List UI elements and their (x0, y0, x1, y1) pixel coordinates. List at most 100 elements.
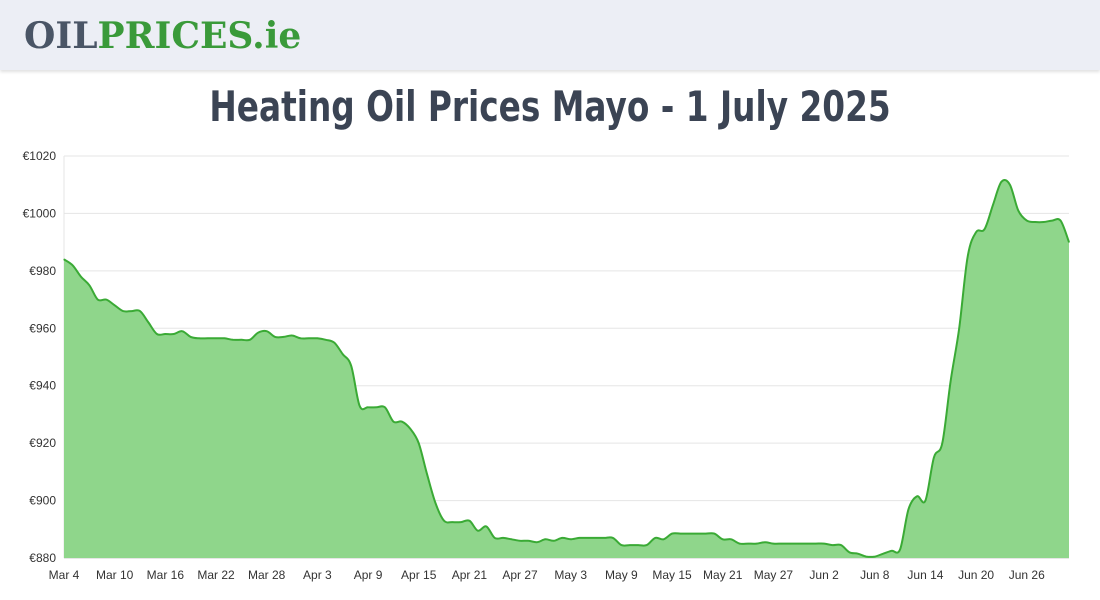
price-data-point (840, 544, 842, 546)
price-data-point (223, 337, 226, 339)
price-data-point (1000, 181, 1003, 183)
y-tick-label: €920 (29, 436, 56, 450)
price-data-point (654, 537, 656, 539)
price-data-point (527, 540, 530, 542)
price-data-point (907, 508, 910, 510)
price-data-point (451, 521, 454, 523)
price-data-point (299, 337, 302, 339)
price-data-point (1068, 241, 1070, 243)
price-data-point (206, 337, 209, 339)
price-data-point (434, 502, 437, 505)
price-data-point (967, 255, 969, 258)
price-data-point (755, 543, 758, 545)
price-data-point (1043, 221, 1045, 223)
price-data-point (1017, 209, 1019, 212)
price-data-point (831, 544, 834, 546)
price-data-point (646, 544, 648, 546)
x-tick-label: May 9 (605, 568, 638, 582)
price-data-point (333, 342, 335, 344)
price-data-point (561, 537, 563, 539)
price-data-point (485, 525, 487, 528)
y-axis: €880 €900 €920 €940 €960 €980 €1000 €1020 (23, 149, 57, 565)
x-tick-label: Jun 8 (860, 568, 890, 582)
x-tick-label: May 21 (703, 568, 743, 582)
price-data-point (1059, 220, 1062, 222)
price-data-point (612, 537, 614, 539)
price-data-point (696, 532, 699, 535)
price-data-point (257, 331, 259, 334)
price-data-point (468, 520, 470, 522)
price-data-point (71, 264, 74, 266)
price-data-point (274, 336, 276, 338)
price-data-point (1026, 220, 1028, 222)
price-data-point (426, 474, 428, 476)
price-data-point (502, 537, 504, 539)
price-data-point (882, 553, 884, 555)
y-tick-label: €900 (29, 494, 56, 508)
price-data-point (663, 538, 665, 540)
price-data-point (384, 406, 386, 408)
price-data-point (181, 330, 183, 332)
price-data-point (713, 532, 715, 535)
page-title: Heating Oil Prices Mayo - 1 July 2025 (209, 82, 891, 131)
price-data-point (282, 336, 285, 338)
price-data-point (815, 543, 817, 545)
price-data-point (418, 442, 420, 444)
price-area-chart: €880 €900 €920 €940 €960 €980 €1000 €1020 Mar 4… (23, 149, 1070, 582)
price-data-point (806, 543, 808, 545)
price-data-point (587, 537, 589, 539)
x-axis: Mar 4 Mar 10 Mar 16 Mar 22 Mar 28 Apr 3 Apr 9 A… (49, 568, 1045, 582)
price-data-point (679, 532, 682, 535)
price-data-point (190, 336, 192, 338)
logo-text-prices: PRICES (97, 15, 253, 57)
price-data-point (173, 333, 175, 335)
price-data-point (688, 532, 690, 535)
price-data-point (578, 537, 580, 539)
price-data-point (1009, 184, 1011, 186)
price-data-point (772, 543, 775, 545)
price-data-point (941, 442, 943, 444)
site-logo[interactable]: OILPRICES.ie (24, 12, 301, 60)
price-data-point (620, 544, 622, 546)
price-data-point (249, 339, 251, 341)
y-tick-label: €880 (29, 551, 56, 565)
x-tick-label: Mar 16 (147, 568, 185, 582)
y-tick-label: €1000 (23, 206, 57, 220)
price-data-point (722, 538, 724, 540)
price-data-point (88, 284, 90, 286)
price-data-point (865, 555, 867, 558)
price-data-point (1051, 220, 1053, 222)
price-data-point (358, 405, 361, 407)
x-tick-label: Apr 27 (502, 568, 538, 582)
x-tick-label: Apr 15 (401, 568, 437, 582)
price-data-point (899, 548, 901, 550)
price-data-point (367, 406, 369, 408)
top-bar: OILPRICES.ie (0, 0, 1100, 70)
price-data-point (198, 337, 200, 339)
price-data-point (80, 276, 82, 278)
x-tick-label: Mar 4 (49, 568, 80, 582)
price-data-point (798, 543, 800, 545)
price-data-point (958, 327, 960, 329)
price-data-point (950, 379, 952, 381)
price-data-point (392, 421, 394, 423)
price-data-point (375, 406, 378, 408)
price-data-point (325, 339, 327, 341)
price-data-point (240, 339, 242, 341)
price-data-point (232, 339, 234, 341)
price-data-point (97, 298, 99, 301)
x-tick-label: Apr 21 (452, 568, 488, 582)
price-data-point (460, 521, 462, 523)
logo-text-oil: OIL (24, 15, 98, 57)
price-data-point (291, 334, 293, 337)
price-data-point (933, 456, 935, 459)
price-data-point (924, 499, 927, 502)
price-data-point (1034, 221, 1036, 223)
x-tick-label: May 3 (554, 568, 587, 582)
price-data-point (443, 520, 445, 522)
x-tick-label: Mar 28 (248, 568, 286, 582)
price-data-point (544, 538, 546, 540)
price-data-point (63, 258, 65, 260)
price-data-point (603, 537, 606, 539)
price-area-fill (64, 180, 1069, 558)
